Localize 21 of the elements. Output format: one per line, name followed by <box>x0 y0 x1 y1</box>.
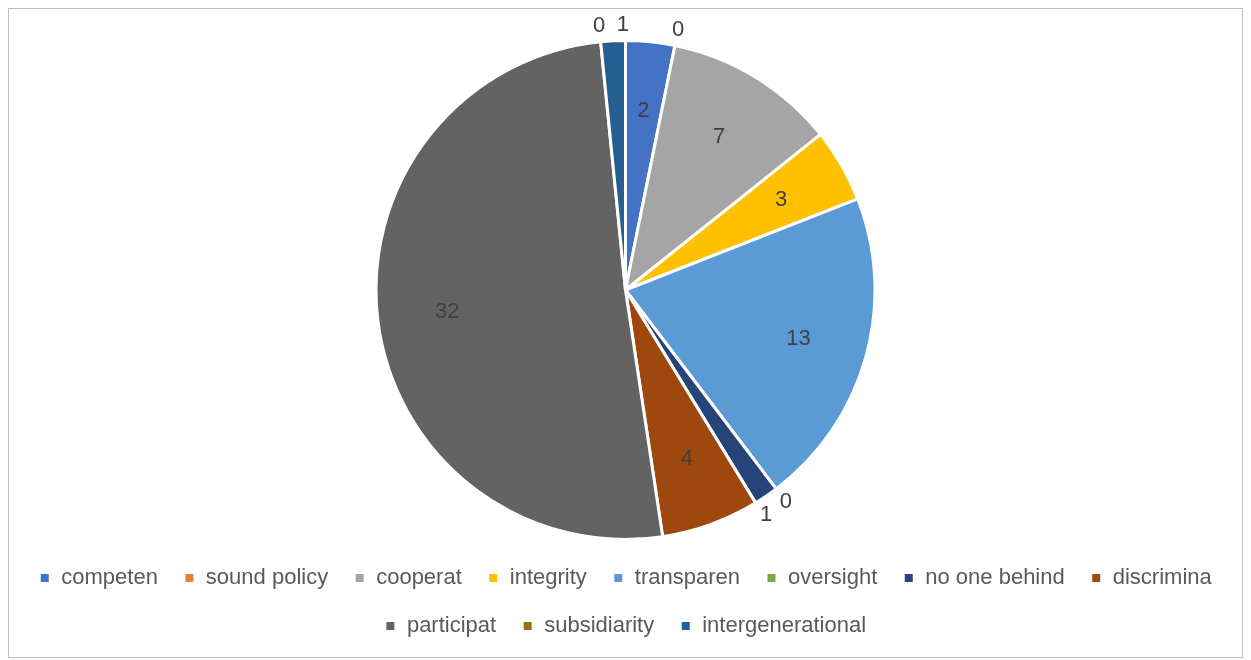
legend-label: competen <box>61 564 158 590</box>
data-label: 1 <box>760 501 773 527</box>
legend-label: transparen <box>634 564 740 590</box>
data-label: 4 <box>680 444 694 470</box>
legend-label: cooperat <box>376 564 462 590</box>
legend-label: no one behind <box>925 564 1065 590</box>
data-label: 2 <box>637 97 650 123</box>
text: 0 <box>779 487 792 513</box>
legend-label: intergenerational <box>702 612 867 638</box>
legend-label: subsidiarity <box>544 612 655 638</box>
legend-label: oversight <box>787 564 878 590</box>
data-label: 3 <box>774 186 788 212</box>
data-label: 7 <box>713 122 726 148</box>
legend-label: participat <box>406 612 497 638</box>
legend-label: integrity <box>509 564 587 590</box>
legend-label: discrimina <box>1112 564 1213 590</box>
data-label: 1 <box>616 10 630 36</box>
text: 0 <box>671 15 685 41</box>
legend-label: sound policy <box>205 564 329 590</box>
data-label: 13 <box>786 324 811 350</box>
text: 0 <box>592 11 606 37</box>
